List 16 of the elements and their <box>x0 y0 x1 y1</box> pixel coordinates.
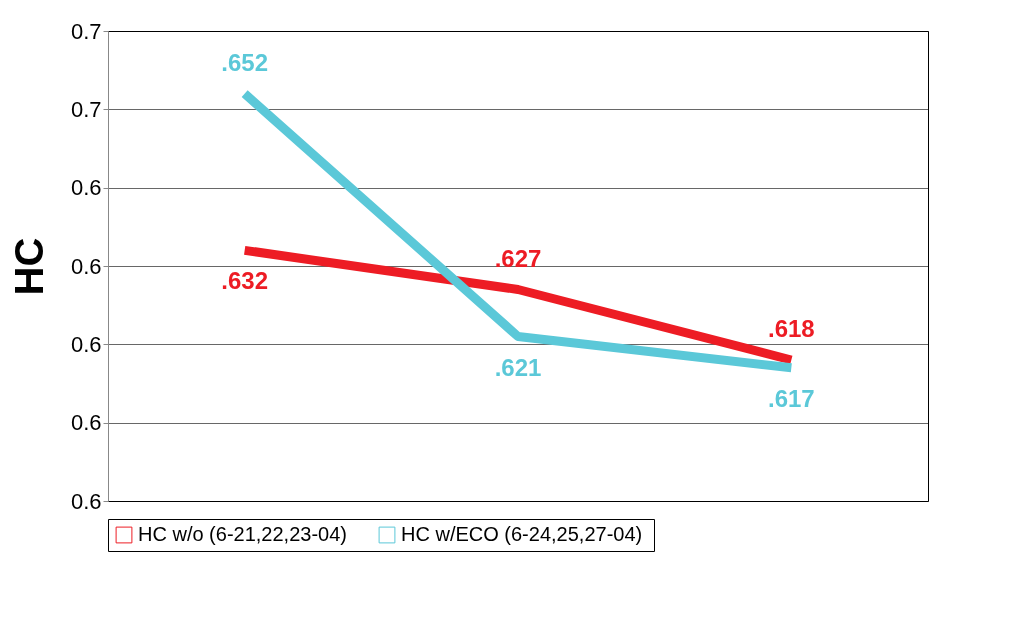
y-axis-title: HC <box>6 237 51 296</box>
legend-label: HC w/ECO (6-24,25,27-04) <box>401 523 643 545</box>
y-tick-label: 0.6 <box>70 488 102 514</box>
data-label: .617 <box>767 384 815 412</box>
y-tick-label: 0.7 <box>70 18 102 44</box>
y-tick-label: 0.6 <box>70 331 102 357</box>
y-tick-label: 0.6 <box>70 253 102 279</box>
data-label: .652 <box>221 48 269 76</box>
y-tick-label: 0.6 <box>70 410 102 436</box>
data-label: .632 <box>221 267 269 295</box>
data-label: .621 <box>494 353 542 381</box>
data-label: .627 <box>494 244 542 272</box>
y-tick-label: 0.7 <box>70 96 102 122</box>
legend-label: HC w/o (6-21,22,23-04) <box>138 523 347 545</box>
data-label: .618 <box>767 315 815 342</box>
y-tick-label: 0.6 <box>70 175 102 201</box>
